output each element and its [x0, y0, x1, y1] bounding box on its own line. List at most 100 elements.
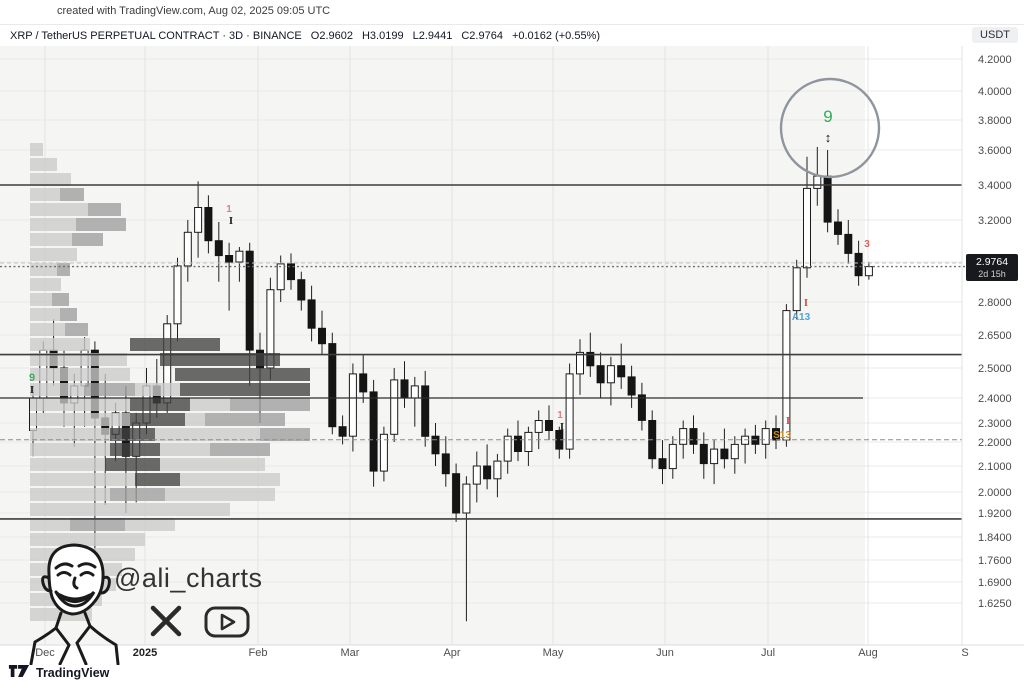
support-resistance-lines[interactable]	[0, 184, 962, 520]
candle-body	[576, 351, 584, 375]
time-gridlines	[44, 46, 869, 645]
candle-body	[813, 175, 822, 189]
svg-text:1: 1	[226, 204, 232, 215]
candle-body	[679, 428, 688, 445]
svg-text:1.7600: 1.7600	[978, 555, 1012, 567]
candle-body	[617, 365, 626, 378]
svg-text:9: 9	[29, 372, 35, 384]
candle-body	[514, 435, 522, 453]
svg-text:1.6900: 1.6900	[978, 577, 1012, 589]
created-with-bar: created with TradingView.com, Aug 02, 20…	[0, 0, 1024, 25]
candle-body	[658, 458, 667, 470]
symbol-title[interactable]: XRP / TetherUS PERPETUAL CONTRACT · 3D ·…	[10, 30, 302, 42]
candle-body	[741, 435, 750, 445]
candle-body	[235, 250, 244, 263]
watermark-handle: @ali_charts	[114, 563, 263, 593]
candle-body	[730, 443, 739, 460]
candle-body	[627, 376, 636, 396]
candle-body	[823, 175, 832, 223]
td9-circle-annotation[interactable]: 9↕	[779, 77, 881, 179]
last-price-value: 2.9764	[975, 256, 1009, 268]
candle-body	[431, 435, 440, 455]
volume-profile	[30, 143, 310, 621]
td9-count: 9	[823, 107, 832, 126]
candle-body	[606, 365, 615, 384]
candle-body	[441, 453, 450, 475]
svg-text:Jul: Jul	[761, 647, 775, 659]
candle-body	[225, 255, 234, 263]
candle-body	[173, 265, 182, 325]
tradingview-logo[interactable]: TradingView	[8, 664, 109, 681]
candle-body	[761, 428, 770, 445]
candle-body	[348, 373, 357, 437]
candle-body	[524, 431, 533, 452]
x-twitter-icon	[148, 604, 184, 643]
candle-body	[379, 433, 388, 472]
time-axis[interactable]	[0, 645, 962, 663]
candle-body	[338, 426, 347, 437]
svg-text:3.8000: 3.8000	[978, 115, 1012, 127]
svg-text:2.1000: 2.1000	[978, 461, 1012, 473]
td9-arrow-icon: ↕	[825, 130, 832, 145]
svg-text:2.2000: 2.2000	[978, 437, 1012, 449]
td-sequential-labels: 9 I 1 I 1 I I S13 I A13 3	[29, 204, 870, 441]
svg-text:1: 1	[557, 410, 563, 421]
created-with-text: created with TradingView.com, Aug 02, 20…	[57, 5, 331, 17]
svg-text:3.4000: 3.4000	[978, 180, 1012, 192]
candle-body	[472, 465, 481, 485]
svg-text:A13: A13	[792, 312, 811, 323]
candle-body	[534, 420, 543, 433]
candle-body	[214, 240, 223, 257]
svg-text:I: I	[786, 417, 790, 427]
candle-body	[400, 379, 409, 399]
ohlc-open: O2.9602	[310, 30, 353, 42]
candle-body	[596, 365, 605, 384]
candle-body	[637, 394, 646, 421]
candle-body	[834, 221, 842, 235]
svg-text:2.4000: 2.4000	[978, 393, 1012, 405]
candle-body	[720, 448, 729, 460]
tradingview-logo-text: TradingView	[36, 665, 110, 680]
candle-body	[699, 443, 708, 465]
candle-body	[493, 460, 502, 480]
candle-body	[689, 428, 698, 445]
last-price-label: 2.9764 2d 15h	[966, 254, 1018, 281]
candle-body	[545, 420, 553, 431]
svg-text:Dec: Dec	[35, 647, 55, 659]
candle-body	[328, 343, 337, 428]
dashed-price-lines	[0, 262, 966, 441]
svg-text:2.0000: 2.0000	[978, 487, 1012, 499]
candle-body	[410, 385, 419, 399]
candle-body	[586, 351, 595, 367]
svg-text:3: 3	[864, 239, 870, 250]
symbol-info-bar: XRP / TetherUS PERPETUAL CONTRACT · 3D ·…	[10, 27, 600, 45]
candle-body	[204, 207, 213, 242]
svg-text:4.0000: 4.0000	[978, 86, 1012, 98]
candle-body	[565, 373, 574, 450]
svg-text:Feb: Feb	[249, 647, 268, 659]
svg-text:1.8400: 1.8400	[978, 532, 1012, 544]
svg-text:2.3000: 2.3000	[978, 418, 1012, 430]
candle-body	[318, 327, 326, 345]
candle-body	[287, 263, 295, 281]
svg-text:I: I	[229, 217, 233, 227]
svg-text:4.2000: 4.2000	[978, 54, 1012, 66]
candle-body	[803, 187, 811, 269]
svg-text:I: I	[30, 386, 34, 396]
svg-text:Apr: Apr	[443, 647, 460, 659]
candle-body	[297, 279, 306, 301]
candle-body	[503, 435, 512, 462]
svg-text:May: May	[543, 647, 564, 659]
candle-body	[390, 379, 399, 435]
candle-body	[421, 385, 430, 437]
price-axis[interactable]	[962, 46, 1024, 645]
ohlc-change: +0.0162 (+0.55%)	[511, 30, 601, 42]
svg-text:Aug: Aug	[858, 647, 878, 659]
ali-charts-watermark: @ali_charts	[18, 540, 318, 665]
svg-text:2.5000: 2.5000	[978, 363, 1012, 375]
ohlc-close: C2.9764	[461, 30, 503, 42]
candle-body	[864, 266, 873, 277]
candle-body	[844, 233, 853, 254]
